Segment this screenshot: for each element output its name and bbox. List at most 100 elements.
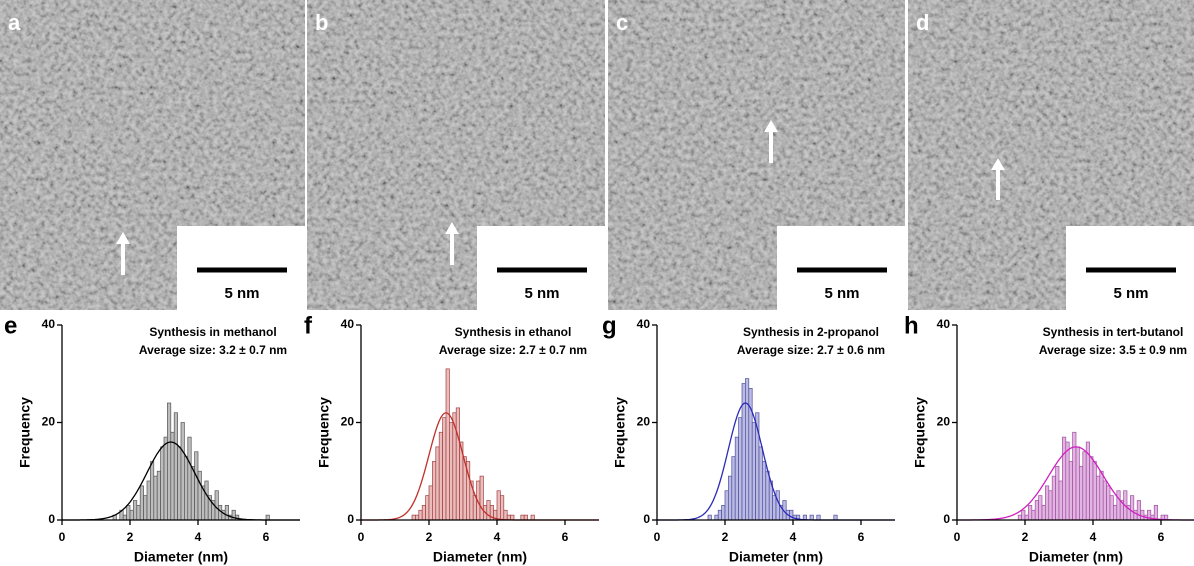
bar <box>728 475 733 521</box>
bar <box>143 495 148 521</box>
bar <box>197 470 202 521</box>
bar <box>432 461 437 521</box>
arrow-head <box>445 222 459 234</box>
bar <box>1130 495 1135 521</box>
bar <box>1041 505 1046 521</box>
bar <box>411 514 416 521</box>
bar <box>133 500 138 521</box>
bar <box>714 514 719 521</box>
bar <box>173 412 178 521</box>
x-tick-label: 6 <box>263 530 270 544</box>
bar <box>418 509 423 521</box>
bar <box>721 505 726 521</box>
bar <box>1106 485 1111 521</box>
bar <box>126 505 131 521</box>
bar <box>455 407 460 521</box>
bar <box>503 509 508 521</box>
x-tick-label: 2 <box>426 530 433 544</box>
bar <box>160 446 165 521</box>
scale-label: 5 nm <box>224 285 259 302</box>
bar <box>1102 480 1107 521</box>
x-axis-label: Diameter (nm) <box>1029 549 1123 565</box>
bar <box>772 495 777 521</box>
bar <box>449 422 454 521</box>
y-axis-label: Frequency <box>612 397 628 468</box>
y-tick-label: 0 <box>48 512 55 526</box>
x-tick-label: 6 <box>858 530 865 544</box>
bar <box>442 417 447 521</box>
scale-label: 5 nm <box>1113 285 1148 302</box>
bar <box>184 456 189 521</box>
bar <box>177 446 182 521</box>
panel-label: h <box>904 312 919 339</box>
x-tick-label: 0 <box>59 530 66 544</box>
bar <box>523 514 528 521</box>
chart-subtitle: Average size: 2.7 ± 0.6 nm <box>737 343 885 357</box>
bar <box>122 514 127 521</box>
x-tick-label: 6 <box>562 530 569 544</box>
x-tick-label: 2 <box>722 530 729 544</box>
bar <box>129 509 134 521</box>
y-tick-label: 40 <box>42 317 56 331</box>
x-axis-label: Diameter (nm) <box>433 549 527 565</box>
bar <box>1072 431 1077 521</box>
bar <box>136 505 141 521</box>
chart-title: Synthesis in ethanol <box>455 325 572 339</box>
bar <box>214 490 219 521</box>
bar <box>1055 466 1060 521</box>
y-tick-label: 40 <box>937 317 951 331</box>
arrow-head <box>116 232 130 244</box>
chart-title: Synthesis in methanol <box>149 325 276 339</box>
bar <box>745 378 750 521</box>
bar <box>156 470 161 521</box>
bar <box>738 417 743 521</box>
y-axis-label: Frequency <box>316 397 332 468</box>
bar <box>1065 441 1070 521</box>
bar <box>1031 509 1036 521</box>
bar <box>731 456 736 521</box>
panel-label: f <box>304 312 313 339</box>
x-tick-label: 4 <box>1090 530 1097 544</box>
bar <box>1068 461 1073 521</box>
bar <box>1034 500 1039 521</box>
bar <box>415 514 420 521</box>
bar <box>1153 505 1158 521</box>
x-axis-label: Diameter (nm) <box>729 549 823 565</box>
bar <box>1092 461 1097 521</box>
bar <box>170 431 175 521</box>
arrow-head <box>991 158 1005 170</box>
bar <box>1048 490 1053 521</box>
bar <box>428 485 433 521</box>
bar <box>751 422 756 521</box>
chart-subtitle: Average size: 3.5 ± 0.9 nm <box>1039 343 1187 357</box>
bar <box>500 495 505 521</box>
bar <box>758 446 763 521</box>
bar <box>765 470 770 521</box>
bar <box>1058 480 1063 521</box>
bar <box>1133 509 1138 521</box>
panel-label: a <box>8 10 21 35</box>
y-tick-label: 20 <box>42 415 56 429</box>
scale-label: 5 nm <box>524 285 559 302</box>
bar <box>1116 490 1121 521</box>
bar <box>1079 466 1084 521</box>
bar <box>265 514 270 521</box>
bar <box>1038 495 1043 521</box>
bar <box>724 490 729 521</box>
x-tick-label: 0 <box>654 530 661 544</box>
bar <box>775 490 780 521</box>
panel-label: c <box>616 10 628 35</box>
bar <box>707 514 712 521</box>
bar <box>435 446 440 521</box>
arrow-head <box>764 120 778 132</box>
x-axis-label: Diameter (nm) <box>134 549 228 565</box>
chart-subtitle: Average size: 3.2 ± 0.7 nm <box>139 343 287 357</box>
bar <box>1045 485 1050 521</box>
y-tick-label: 20 <box>937 415 951 429</box>
bar <box>1051 475 1056 521</box>
y-axis-label: Frequency <box>17 397 33 468</box>
x-tick-label: 0 <box>954 530 961 544</box>
scale-label: 5 nm <box>824 285 859 302</box>
x-tick-label: 6 <box>1158 530 1165 544</box>
bar <box>146 480 151 521</box>
